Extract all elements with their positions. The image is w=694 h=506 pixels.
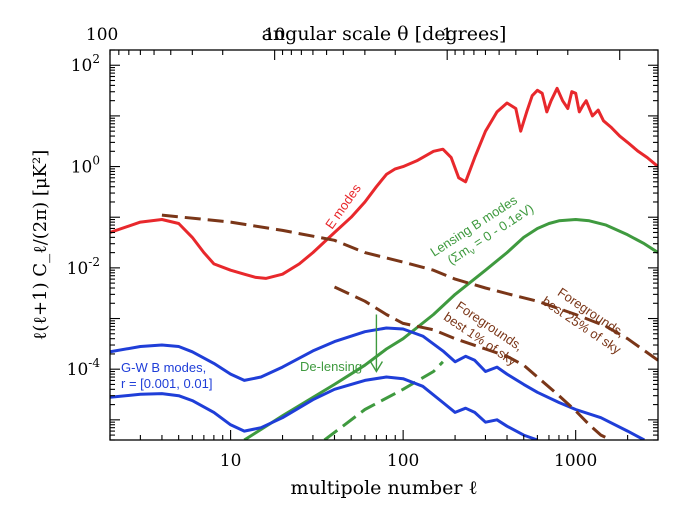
series-line-1 — [243, 218, 658, 440]
lensing-label-sub: ν — [468, 245, 478, 256]
x-tick-label: 10 — [220, 451, 242, 471]
y-tick-label: 10-4 — [67, 356, 101, 380]
series-line-5 — [161, 213, 658, 362]
x-tick-label: 1000 — [554, 451, 597, 471]
foregrounds-25-label: Foregrounds, best 25% of sky — [539, 285, 627, 358]
series-line-4 — [110, 375, 538, 440]
series-line-3 — [110, 326, 646, 440]
series-line-6 — [333, 285, 612, 440]
lensing-label: Lensing B modes (Σmν = 0 - 0.1eV) — [427, 192, 536, 268]
y-tick-label: 100 — [71, 154, 100, 178]
top-tick-label: 100 — [86, 25, 118, 45]
y-tick-label: 10-2 — [67, 255, 100, 279]
gw-label-line1: G-W B modes, — [121, 360, 206, 375]
x-tick-label: 100 — [387, 451, 419, 471]
series-line-2 — [323, 360, 444, 440]
delensing-arrow — [369, 314, 384, 373]
y-tick-label: 102 — [71, 52, 100, 76]
series-layer — [110, 86, 658, 440]
gw-label-line2: r = [0.001, 0.01] — [121, 376, 212, 391]
top-tick-label: 10 — [264, 25, 286, 45]
series-line-0 — [110, 86, 658, 280]
x-axis-title: multipole number ℓ — [290, 477, 477, 499]
delensing-label: De-lensing — [300, 359, 362, 374]
plot-frame — [109, 49, 659, 441]
tick-layer — [109, 49, 659, 441]
tick-label-layer: 10 100 1000 100 10 1 10-4 10-2 100 102 — [67, 25, 598, 471]
delensing-arrow-head — [369, 361, 384, 373]
top-axis-title: angular scale θ [degrees] — [262, 23, 507, 45]
y-axis-title: ℓ(ℓ+1) C_ℓ/(2π) [μK²] — [30, 150, 51, 340]
foregrounds-1-label: Foregrounds, best 1% of sky — [441, 298, 526, 369]
top-tick-label: 1 — [442, 25, 453, 45]
